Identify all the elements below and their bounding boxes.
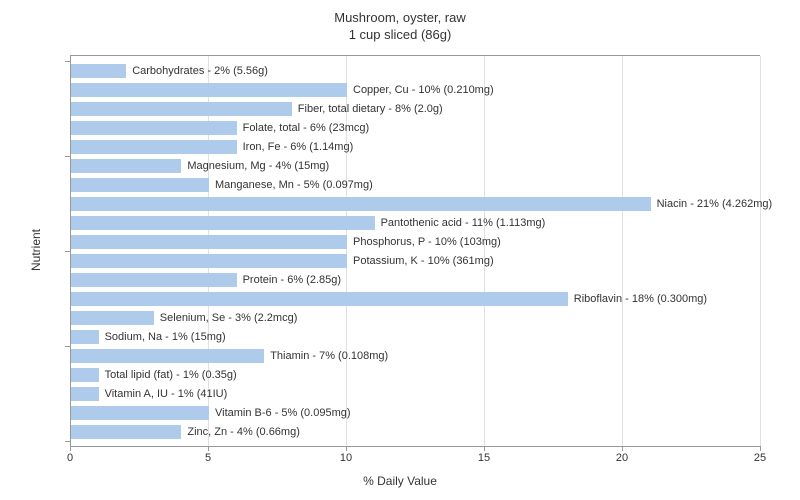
bar-label: Vitamin B-6 - 5% (0.095mg) — [215, 407, 351, 419]
bar-row: Magnesium, Mg - 4% (15mg) — [71, 159, 329, 173]
bar — [71, 235, 347, 249]
bar-row: Fiber, total dietary - 8% (2.0g) — [71, 102, 443, 116]
bar-row: Zinc, Zn - 4% (0.66mg) — [71, 425, 300, 439]
bar-row: Potassium, K - 10% (361mg) — [71, 254, 494, 268]
bar-label: Riboflavin - 18% (0.300mg) — [574, 293, 707, 305]
bars-container: Carbohydrates - 2% (5.56g) Copper, Cu - 1… — [70, 56, 760, 446]
bar-label: Manganese, Mn - 5% (0.097mg) — [215, 179, 373, 191]
gridline — [760, 56, 761, 446]
bar-row: Thiamin - 7% (0.108mg) — [71, 349, 388, 363]
bar — [71, 349, 264, 363]
x-tick-label: 25 — [754, 452, 766, 464]
x-tick-mark — [484, 446, 485, 451]
x-tick-label: 5 — [205, 452, 211, 464]
bar — [71, 368, 99, 382]
x-tick-mark — [346, 446, 347, 451]
bar-row: Phosphorus, P - 10% (103mg) — [71, 235, 501, 249]
bar — [71, 83, 347, 97]
title-line-1: Mushroom, oyster, raw — [334, 10, 466, 25]
bar-label: Fiber, total dietary - 8% (2.0g) — [298, 103, 443, 115]
bar — [71, 330, 99, 344]
bar — [71, 406, 209, 420]
nutrient-chart: Mushroom, oyster, raw 1 cup sliced (86g)… — [0, 0, 800, 500]
bar — [71, 178, 209, 192]
bar-label: Zinc, Zn - 4% (0.66mg) — [187, 426, 299, 438]
x-tick-mark — [622, 446, 623, 451]
x-tick-mark — [70, 446, 71, 451]
bar-row: Copper, Cu - 10% (0.210mg) — [71, 83, 494, 97]
bar-label: Carbohydrates - 2% (5.56g) — [132, 65, 268, 77]
bar-label: Pantothenic acid - 11% (1.113mg) — [381, 217, 546, 229]
x-tick-label: 0 — [67, 452, 73, 464]
bar — [71, 140, 237, 154]
bar-label: Copper, Cu - 10% (0.210mg) — [353, 84, 494, 96]
bar-label: Iron, Fe - 6% (1.14mg) — [243, 141, 354, 153]
bar-label: Folate, total - 6% (23mcg) — [243, 122, 370, 134]
bar — [71, 292, 568, 306]
bar-row: Folate, total - 6% (23mcg) — [71, 121, 369, 135]
bar-label: Sodium, Na - 1% (15mg) — [105, 331, 226, 343]
bar — [71, 64, 126, 78]
bar-label: Protein - 6% (2.85g) — [243, 274, 341, 286]
bar — [71, 121, 237, 135]
bar-row: Niacin - 21% (4.262mg) — [71, 197, 772, 211]
bar — [71, 387, 99, 401]
bar — [71, 311, 154, 325]
bar-row: Vitamin A, IU - 1% (41IU) — [71, 387, 227, 401]
bar-row: Iron, Fe - 6% (1.14mg) — [71, 140, 353, 154]
bar-label: Thiamin - 7% (0.108mg) — [270, 350, 388, 362]
y-axis-label: Nutrient — [29, 229, 43, 271]
x-tick-label: 10 — [340, 452, 352, 464]
bar — [71, 254, 347, 268]
x-tick-mark — [760, 446, 761, 451]
bar-row: Pantothenic acid - 11% (1.113mg) — [71, 216, 545, 230]
bar-label: Selenium, Se - 3% (2.2mcg) — [160, 312, 298, 324]
bar-label: Vitamin A, IU - 1% (41IU) — [105, 388, 228, 400]
bar-label: Magnesium, Mg - 4% (15mg) — [187, 160, 329, 172]
bar — [71, 197, 651, 211]
bar-row: Protein - 6% (2.85g) — [71, 273, 341, 287]
chart-title: Mushroom, oyster, raw 1 cup sliced (86g) — [0, 10, 800, 44]
bar-row: Selenium, Se - 3% (2.2mcg) — [71, 311, 297, 325]
title-line-2: 1 cup sliced (86g) — [349, 27, 452, 42]
x-axis-label: % Daily Value — [0, 474, 800, 488]
bar — [71, 425, 181, 439]
bar-row: Carbohydrates - 2% (5.56g) — [71, 64, 268, 78]
bar-row: Riboflavin - 18% (0.300mg) — [71, 292, 707, 306]
bar-label: Niacin - 21% (4.262mg) — [657, 198, 773, 210]
bar-row: Vitamin B-6 - 5% (0.095mg) — [71, 406, 351, 420]
plot-area: Carbohydrates - 2% (5.56g) Copper, Cu - 1… — [70, 55, 760, 447]
bar — [71, 102, 292, 116]
bar-label: Potassium, K - 10% (361mg) — [353, 255, 494, 267]
x-tick-label: 20 — [616, 452, 628, 464]
bar-label: Phosphorus, P - 10% (103mg) — [353, 236, 501, 248]
bar-row: Manganese, Mn - 5% (0.097mg) — [71, 178, 373, 192]
bar — [71, 273, 237, 287]
bar — [71, 159, 181, 173]
bar-row: Sodium, Na - 1% (15mg) — [71, 330, 226, 344]
bar-row: Total lipid (fat) - 1% (0.35g) — [71, 368, 237, 382]
bar-label: Total lipid (fat) - 1% (0.35g) — [105, 369, 237, 381]
x-tick-label: 15 — [478, 452, 490, 464]
x-tick-mark — [208, 446, 209, 451]
bar — [71, 216, 375, 230]
